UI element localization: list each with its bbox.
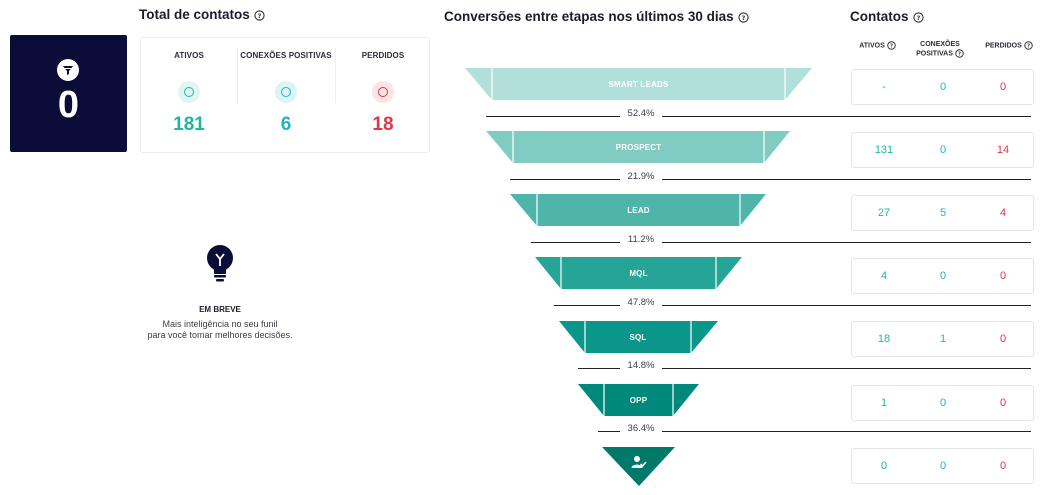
- svg-text:?: ?: [890, 43, 893, 49]
- conversion-rate: 11.2%: [620, 234, 662, 245]
- contacts-row-smart-leads: - 0 0: [851, 69, 1034, 105]
- lost-count: 0: [999, 460, 1007, 472]
- positive-count: 0: [939, 144, 947, 156]
- active-count: 131: [874, 144, 894, 156]
- contacts-header-positive-line-1: CONEXÕES: [920, 41, 960, 48]
- funnel-stage-label: SQL: [629, 333, 647, 342]
- active-status-icon: [178, 81, 200, 103]
- active-count: 27: [877, 207, 891, 219]
- positive-count: 1: [939, 333, 947, 345]
- conversion-rate: 14.8%: [620, 360, 662, 371]
- totals-positive: CONEXÕES POSITIVAS 6: [237, 38, 335, 154]
- totals-title: Total de contatos?: [139, 7, 265, 22]
- active-count: 4: [880, 270, 888, 282]
- positive-status-icon: [275, 81, 297, 103]
- funnel-title-text: Conversões entre etapas nos últimos 30 d…: [444, 9, 734, 24]
- contacts-header-active-label: ATIVOS: [859, 42, 885, 50]
- lost-count: 0: [999, 270, 1007, 282]
- totals-lost-value: 18: [372, 114, 394, 135]
- funnel-stage-label: PROSPECT: [615, 143, 662, 152]
- funnel-stage-lead: [510, 194, 766, 226]
- lost-count: 0: [999, 81, 1007, 93]
- contacts-row-prospect: 131 0 14: [851, 132, 1034, 168]
- svg-text:?: ?: [1027, 43, 1030, 49]
- totals-lost-label: PERDIDOS: [361, 51, 405, 60]
- totals-lost: PERDIDOS 18: [335, 38, 431, 154]
- help-icon[interactable]: ?: [887, 41, 896, 50]
- conversion-rate: 47.8%: [620, 297, 662, 308]
- lost-status-icon: [372, 81, 394, 103]
- funnel-stage-prospect: [486, 131, 790, 163]
- coming-soon-text: Mais inteligência no seu funil para você…: [120, 319, 320, 341]
- lost-count: 4: [999, 207, 1007, 219]
- positive-count: 0: [939, 397, 947, 409]
- totals-active-value: 181: [173, 114, 205, 135]
- funnel-icon: [57, 59, 79, 81]
- help-icon[interactable]: ?: [737, 12, 749, 23]
- totals-active-label: ATIVOS: [174, 51, 204, 60]
- positive-count: 0: [939, 81, 947, 93]
- contacts-header-active: ATIVOS?: [850, 41, 905, 50]
- lost-count: 14: [996, 144, 1010, 156]
- positive-count: 0: [939, 460, 947, 472]
- funnel-title: Conversões entre etapas nos últimos 30 d…: [444, 9, 749, 24]
- totals-positive-value: 6: [280, 114, 292, 135]
- contacts-header-positive-line-2: POSITIVAS: [916, 50, 953, 58]
- active-count: -: [882, 81, 886, 93]
- help-icon[interactable]: ?: [955, 49, 964, 58]
- lost-count: 0: [999, 333, 1007, 345]
- lost-count: 0: [999, 397, 1007, 409]
- contacts-header-positive: CONEXÕES POSITIVAS?: [905, 41, 975, 58]
- contacts-title: Contatos?: [850, 9, 924, 24]
- active-count: 1: [880, 397, 888, 409]
- funnel-stage-opp: [578, 384, 699, 416]
- funnel-stage-sql: [559, 321, 718, 353]
- funnel-stage-mql: [535, 257, 742, 289]
- funnel-stage-label: MQL: [629, 269, 648, 278]
- svg-text:?: ?: [257, 12, 261, 20]
- funnel-total-value: 0: [57, 84, 80, 126]
- active-count: 18: [877, 333, 891, 345]
- svg-text:?: ?: [741, 14, 745, 22]
- contacts-row-lead: 27 5 4: [851, 195, 1034, 231]
- totals-active: ATIVOS 181: [141, 38, 237, 154]
- svg-text:?: ?: [916, 14, 920, 22]
- contacts-row-customer: 0 0 0: [851, 448, 1034, 484]
- totals-card: ATIVOS 181 CONEXÕES POSITIVAS 6 PERDIDOS…: [140, 37, 430, 153]
- lightbulb-icon: [205, 244, 235, 287]
- conversion-rate: 52.4%: [620, 108, 662, 119]
- funnel-stage-label: LEAD: [627, 206, 650, 215]
- funnel-stage-label: SMART LEADS: [608, 80, 669, 89]
- conversion-rate: 21.9%: [620, 171, 662, 182]
- totals-positive-label: CONEXÕES POSITIVAS: [240, 51, 332, 60]
- funnel-stage-smart-leads: [465, 68, 812, 100]
- funnel-total-tile: 0: [10, 35, 127, 152]
- help-icon[interactable]: ?: [254, 10, 265, 21]
- coming-soon-line-1: Mais inteligência no seu funil: [162, 319, 278, 329]
- positive-count: 0: [939, 270, 947, 282]
- coming-soon-title: EM BREVE: [199, 305, 241, 314]
- active-count: 0: [880, 460, 888, 472]
- contacts-row-opp: 1 0 0: [851, 385, 1034, 421]
- contacts-title-text: Contatos: [850, 9, 909, 24]
- totals-title-text: Total de contatos: [139, 7, 250, 22]
- contacts-header-lost-label: PERDIDOS: [985, 42, 1022, 50]
- contacts-row-sql: 18 1 0: [851, 321, 1034, 357]
- svg-text:?: ?: [958, 51, 961, 57]
- positive-count: 5: [939, 207, 947, 219]
- help-icon[interactable]: ?: [912, 12, 924, 23]
- contacts-row-mql: 4 0 0: [851, 258, 1034, 294]
- funnel-stage-label: OPP: [629, 396, 648, 405]
- contacts-header-lost: PERDIDOS?: [979, 41, 1039, 50]
- help-icon[interactable]: ?: [1024, 41, 1033, 50]
- customer-check-icon: [631, 455, 647, 474]
- conversion-rate: 36.4%: [620, 423, 662, 434]
- coming-soon-line-2: para você tomar melhores decisões.: [147, 330, 293, 340]
